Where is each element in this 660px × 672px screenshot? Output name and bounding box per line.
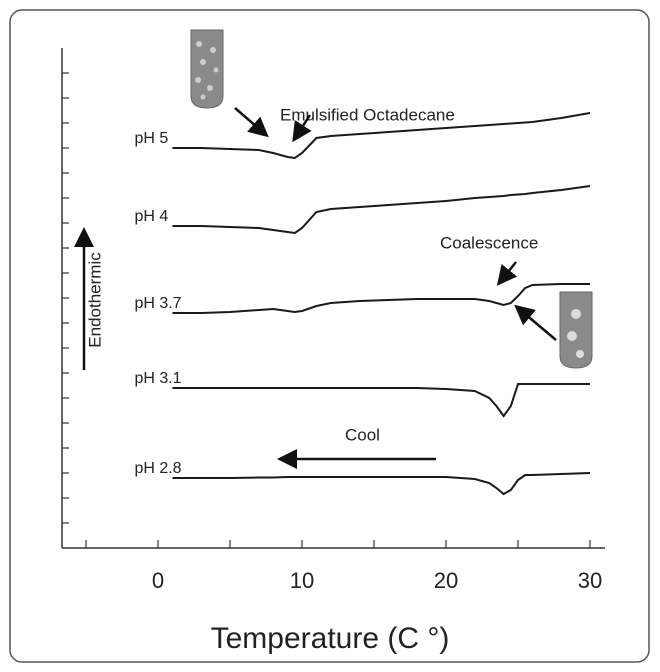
x-tick-label: 20: [434, 568, 458, 593]
annotation: Coalescence: [440, 233, 538, 252]
x-tick-label: 10: [290, 568, 314, 593]
x-tick-label: 0: [152, 568, 164, 593]
annotation: Cool: [345, 425, 380, 444]
series-label: pH 4: [134, 208, 168, 225]
chart: Emulsified Octadecane Coalescence Cool E…: [0, 0, 660, 672]
series-label: pH 3.1: [134, 370, 181, 387]
curve: [172, 186, 590, 233]
series-label: pH 3.7: [134, 295, 181, 312]
x-axis-label: Temperature (C °): [211, 622, 450, 655]
y-axis-label: Endothermic: [85, 252, 104, 348]
series-label: pH 2.8: [134, 460, 181, 477]
series-label: pH 5: [134, 130, 168, 147]
curve: [172, 384, 590, 416]
test-tube-icon: [191, 30, 223, 108]
test-tube-icon: [560, 292, 592, 368]
x-tick-label: 30: [578, 568, 602, 593]
curve: [172, 473, 590, 494]
arrows: [84, 108, 556, 459]
curve: [172, 284, 590, 313]
